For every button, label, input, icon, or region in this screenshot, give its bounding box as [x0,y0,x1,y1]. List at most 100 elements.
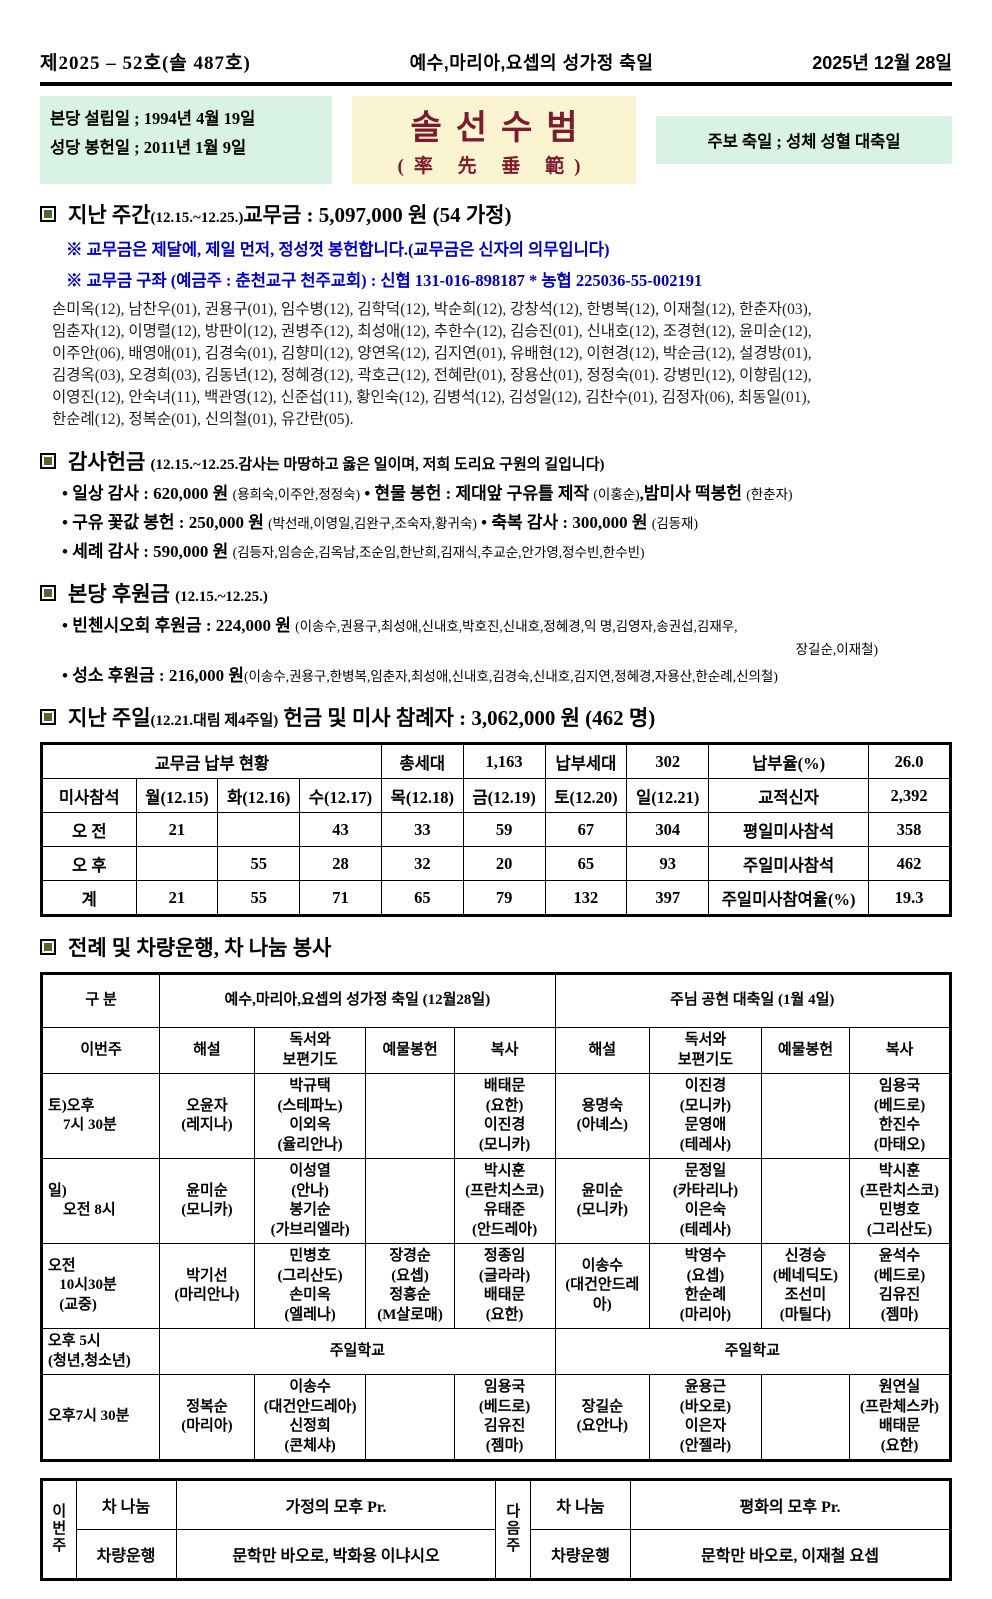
table-cell: 평일미사참석 [708,812,870,847]
table-row: 오 전 21 43 33 59 67 304 평일미사참석 358 [41,812,951,847]
table-cell: 79 [462,880,546,916]
table-cell: 토(12.20) [544,778,628,813]
table-cell: 이성열 (안나) 봉기순 (가브리엘라) [253,1158,367,1244]
table-cell: 20 [462,846,546,881]
table-cell: 이송수 (대건안드레아) 신정희 (콘체샤) [253,1374,367,1461]
table-cell: 수(12.17) [299,778,382,813]
table-cell [365,1073,455,1159]
section-liturgy-heading: 전례 및 차량운행, 차 나눔 봉사 [40,932,952,962]
text-segment: (이송수,권용구,최성애,신내호,박호진,신내호,정혜경,익 명,김영자,송권섭… [295,619,738,634]
section-marker-icon [40,709,56,725]
table-cell [760,1374,851,1461]
table-cell: 21 [135,880,219,916]
table-cell: 358 [868,812,951,847]
section-sunday-heading: 지난 주일(12.21.대림 제4주일) 헌금 및 미사 참례자 : 3,062… [40,702,952,732]
table-cell: 납부세대 [544,743,628,779]
page-title: 예수,마리아,요셉의 성가정 축일 [409,53,654,73]
table-cell: 윤미순 (모니카) [159,1158,255,1244]
text-segment: • 성소 후원금 : 216,000 원 [62,666,244,685]
issue-date: 2025년 12월 28일 [812,53,952,73]
founding-date: 본당 설립일 ; 1994년 4월 19일 [50,109,256,128]
table-cell: 원연실 (프란체스카) 배태문 (요한) [849,1374,951,1461]
table-cell: 정종임 (글라라) 배태문 (요한) [453,1243,556,1329]
section-marker-icon [40,206,56,222]
table-cell: 임용국 (베드로) 한진수 (마태오) [849,1073,951,1159]
table-cell: 이송수 (대건안드레아) [554,1243,651,1329]
table-cell: 55 [217,846,301,881]
table-cell: 목(12.18) [380,778,464,813]
table-cell: 총세대 [380,743,464,779]
table-row: 오후 5시 (청년,청소년) 주일학교 주일학교 [40,1328,952,1375]
support-heading-text: 본당 후원금 (12.15.~12.25.) [68,578,268,608]
table-cell: 계 [41,880,137,916]
table-cell: 박기선 (마리안나) [159,1243,255,1329]
table-cell: 오윤자 (레지나) [159,1073,255,1159]
table-cell: 복사 [849,1027,951,1074]
table-cell: 문정일 (카타리나) 이은숙 (테레사) [649,1158,762,1244]
table-cell: 1,163 [462,743,546,779]
table-cell: 일(12.21) [626,778,710,813]
table-cell: 해설 [554,1027,651,1074]
table-cell: 윤미순 (모니카) [554,1158,651,1244]
section-past-week-heading: 지난 주간(12.15.~12.25.)교무금 : 5,097,000 원 (5… [40,199,952,229]
table-cell: 박시훈 (프란치스코) 유태준 (안드레아) [453,1158,556,1244]
table-cell: 월(12.15) [135,778,219,813]
feast-box: 주보 축일 ; 성체 성혈 대축일 [656,116,952,164]
table-cell: 59 [462,812,546,847]
table-cell: 박규택 (스테파노) 이외옥 (율리안나) [253,1073,367,1159]
thanks-bullet: • 세례 감사 : 590,000 원 (김등자,임승순,김옥남,조순임,한난희… [62,541,952,563]
table-cell: 용명숙 (아녜스) [554,1073,651,1159]
section-marker-icon [40,939,56,955]
support-continuation: 장길순,이재철) [795,642,878,657]
section-thanks-heading: 감사헌금 (12.15.~12.25.감사는 마땅하고 옳은 일이며, 저희 도… [40,446,952,476]
table-cell: 이 번 주 [41,1479,77,1580]
table-cell: 2,392 [868,778,951,813]
text-segment: (용희숙,이주안,정정숙) [232,487,361,502]
section-marker-icon [40,585,56,601]
table-cell: 주님 공현 대축일 (1월 4일) [554,973,952,1028]
table-cell: 예물봉헌 [760,1027,851,1074]
table-cell [135,846,219,881]
table-cell: 오후 5시 (청년,청소년) [40,1328,161,1375]
table-cell: 주일미사참석 [708,846,870,881]
table-row: 이번주 해설 독서와 보편기도 예물봉헌 복사 해설 독서와 보편기도 예물봉헌 복사 [40,1027,951,1074]
support-bullet: • 성소 후원금 : 216,000 원(이송수,권용구,한병복,임춘자,최성애… [62,665,952,687]
table-cell: 28 [299,846,382,881]
table-cell: 윤용근 (바오로) 이은자 (안젤라) [649,1374,762,1461]
table-cell: 19.3 [868,880,951,916]
table-cell: 윤석수 (베드로) 김유진 (젬마) [849,1243,951,1329]
table-cell: 93 [626,846,710,881]
text-segment: 지난 주간 [68,203,151,227]
motto-text: 솔선수범 [410,110,592,147]
table-cell: 다 음 주 [495,1479,532,1580]
table-cell: 일) 오전 8시 [40,1158,161,1244]
text-segment: • 축복 감사 : 300,000 원 [476,513,652,532]
table-cell [365,1374,455,1461]
donor-names-list: 손미옥(12), 남찬우(01), 권용구(01), 임수병(12), 김학덕(… [52,301,812,428]
text-segment: ,밤미사 떡봉헌 [639,484,747,503]
table-cell: 이번주 [40,1027,161,1074]
table-cell: 71 [299,880,382,916]
table-cell: 예수,마리아,요셉의 성가정 축일 (12월28일) [159,973,556,1028]
table-cell: 교적신자 [708,778,870,813]
dues-note: ※ 교무금은 제달에, 제일 먼저, 정성껏 봉헌합니다.(교무금은 신자의 의… [66,240,610,259]
table-cell [217,812,301,847]
section-support-heading: 본당 후원금 (12.15.~12.25.) [40,578,952,608]
table-cell: 문학만 바오로, 박화용 이냐시오 [175,1529,497,1580]
table-row: 일) 오전 8시 윤미순 (모니카) 이성열 (안나) 봉기순 (가브리엘라) 박시훈… [40,1158,951,1244]
table-cell: 차 나눔 [75,1479,177,1530]
table-cell: 신경승 (베네딕도) 조선미 (마틸다) [760,1243,851,1329]
table-cell: 배태문 (요한) 이진경 (모니카) [453,1073,556,1159]
table-cell: 장경순 (요셉) 정흥순 (M살로매) [365,1243,455,1329]
text-segment: (12.15.~12.25.감사는 마땅하고 옳은 일이며, 저희 도리요 구원… [150,457,605,473]
text-segment: (이홍순) [593,487,640,502]
table-cell: 오후7시 30분 [40,1374,161,1461]
section-marker-icon [40,453,56,469]
table-cell: 박시훈 (프란치스코) 민병호 (그리산도) [849,1158,951,1244]
table-cell: 65 [544,846,628,881]
text-segment: (한춘자) [746,487,793,502]
thanks-bullet: • 구유 꽃값 봉헌 : 250,000 원 (박선래,이영일,김완구,조숙자,… [62,512,952,534]
text-segment: 헌금 및 미사 참례자 : 3,062,000 원 (462 명) [278,706,656,730]
motto-hanja: (率 先 垂 範) [397,156,591,177]
